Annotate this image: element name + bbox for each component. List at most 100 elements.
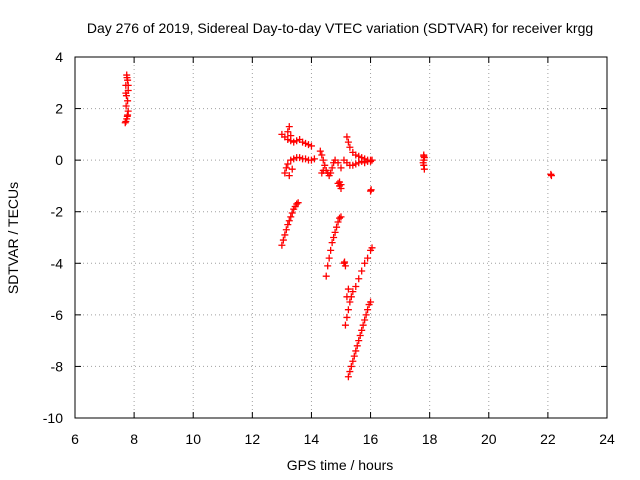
data-point [341, 258, 349, 266]
data-point [344, 306, 352, 314]
data-point [321, 161, 329, 169]
data-point [124, 97, 132, 105]
y-tick-label: -4 [51, 255, 64, 271]
data-point [327, 169, 335, 177]
data-point [324, 262, 332, 270]
data-point [346, 298, 354, 306]
data-point [355, 337, 363, 345]
data-point [285, 123, 293, 131]
data-point [344, 285, 352, 293]
data-point [343, 313, 351, 321]
x-tick-label: 14 [304, 431, 320, 447]
data-point [281, 231, 289, 239]
chart-title: Day 276 of 2019, Sidereal Day-to-day VTE… [87, 20, 593, 36]
data-point [420, 152, 428, 160]
y-tick-label: 2 [55, 101, 63, 117]
data-point [328, 239, 336, 247]
data-point [347, 362, 355, 370]
data-point [322, 272, 330, 280]
series-arc-22.1 [547, 170, 555, 180]
data-point [282, 226, 290, 234]
data-point [341, 262, 349, 270]
plot-frame [74, 56, 608, 419]
data-point [352, 282, 360, 290]
data-point [337, 185, 345, 193]
data-point [367, 186, 375, 194]
data-point [319, 156, 327, 164]
series-arc-14.5 [316, 147, 345, 180]
x-axis-label: GPS time / hours [287, 457, 394, 473]
y-tick-label: -6 [51, 307, 64, 323]
data-point [337, 213, 345, 221]
y-tick-label: -8 [51, 358, 64, 374]
series-arc-14.5-down [322, 213, 345, 280]
data-point [316, 147, 324, 155]
x-tick-label: 6 [71, 431, 79, 447]
data-point [285, 217, 293, 225]
series-arc-7.7-high [122, 71, 132, 110]
data-point [343, 133, 351, 141]
data-point [285, 172, 293, 180]
y-axis-label: SDTVAR / TECUs [5, 182, 21, 294]
series-arc-15.2-long [341, 244, 376, 329]
data-point [124, 107, 132, 115]
y-tick-label: 0 [55, 152, 63, 168]
data-point [349, 288, 357, 296]
data-point [346, 143, 354, 151]
data-point [359, 321, 367, 329]
data-point [319, 166, 327, 174]
series-arc-15.3-deep [344, 298, 375, 381]
data-point [122, 89, 130, 97]
data-points [121, 71, 555, 381]
data-point [279, 236, 287, 244]
data-point [349, 357, 357, 365]
data-point [327, 246, 335, 254]
data-point [284, 160, 292, 168]
data-point [337, 164, 345, 172]
data-point [336, 214, 344, 222]
data-point [333, 223, 341, 231]
data-point [281, 169, 289, 177]
grid [75, 57, 607, 418]
data-point [358, 326, 366, 334]
data-point [346, 368, 354, 376]
series-arc-14.9-pair [334, 178, 345, 193]
y-tick-label: -10 [43, 410, 63, 426]
series-arc-13-up [278, 199, 302, 249]
series-arc-13-zero [281, 154, 318, 180]
data-point [334, 218, 342, 226]
data-point [341, 321, 349, 329]
x-tick-label: 18 [422, 431, 438, 447]
series-arc-15.1 [340, 258, 349, 270]
data-point [547, 172, 555, 180]
data-point [420, 165, 428, 173]
data-point [368, 244, 376, 252]
data-point [287, 213, 295, 221]
data-point [284, 128, 292, 136]
data-point [328, 164, 336, 172]
data-point [361, 259, 369, 267]
x-tick-label: 10 [185, 431, 201, 447]
series-arc-15.2-mid [340, 156, 375, 169]
data-point [318, 151, 326, 159]
x-tick-label: 20 [481, 431, 497, 447]
x-tick-label: 24 [599, 431, 615, 447]
data-point [288, 209, 296, 217]
data-point [362, 311, 370, 319]
data-point [343, 293, 351, 301]
data-point [336, 178, 344, 186]
data-point [364, 254, 372, 262]
series-arc-7.7-low [121, 107, 132, 127]
data-point [352, 347, 360, 355]
data-point [310, 155, 318, 163]
data-point [124, 81, 132, 89]
data-point [344, 373, 352, 381]
data-point [278, 241, 286, 249]
data-point [364, 306, 372, 314]
data-point [331, 228, 339, 236]
data-point [288, 165, 296, 173]
data-point [123, 74, 131, 82]
data-point [293, 200, 301, 208]
